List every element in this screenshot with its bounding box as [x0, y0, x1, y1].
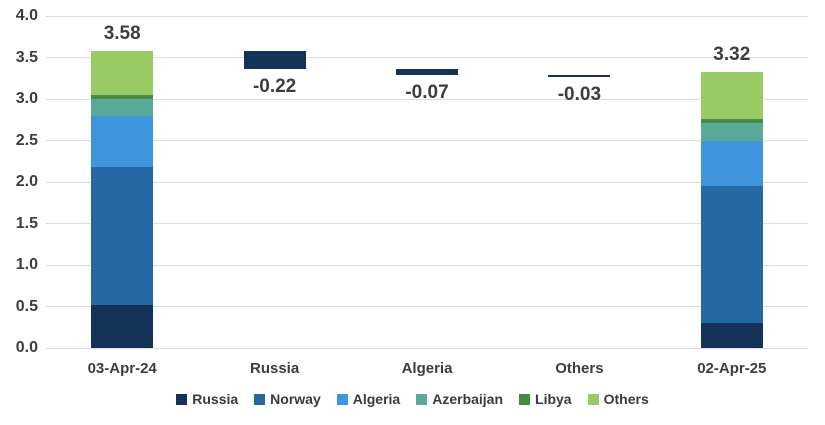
bar-segment-azerbaijan [91, 99, 154, 117]
y-axis-tick-label: 3.0 [15, 90, 38, 107]
legend-swatch-icon [176, 393, 188, 405]
value-label: -0.03 [557, 84, 602, 106]
bar-segment-others [700, 72, 763, 119]
gridline [46, 15, 808, 17]
waterfall-bar-algeria [396, 69, 458, 75]
value-label: -0.22 [252, 76, 297, 98]
x-axis-tick-label: 03-Apr-24 [87, 360, 157, 377]
plot-area: 3.58 -0.22 -0.07 -0.03 3.32 [46, 15, 808, 349]
value-label: 3.32 [713, 44, 751, 66]
gridline [46, 57, 808, 58]
gridline [46, 98, 808, 100]
gridline [46, 181, 808, 183]
bar-segment-libya [700, 118, 763, 124]
legend-label: Russia [192, 391, 239, 407]
legend-swatch-icon [336, 393, 348, 405]
legend-item-libya: Libya [519, 390, 572, 408]
legend-label: Others [603, 391, 649, 407]
y-axis-tick-label: 0.0 [15, 339, 38, 356]
bar-segment-russia [91, 304, 154, 348]
legend: Russia Norway Algeria Azerbaijan Libya Others [0, 388, 825, 410]
y-axis-tick-label: 0.5 [15, 297, 38, 315]
x-axis-tick-label: Algeria [401, 360, 453, 377]
y-axis-tick-label: 1.0 [15, 256, 38, 273]
bar-segment-russia [700, 323, 763, 348]
legend-item-algeria: Algeria [336, 390, 401, 408]
bar-segment-norway [91, 167, 154, 305]
legend-swatch-icon [519, 393, 531, 405]
waterfall-bar-others [548, 74, 611, 78]
bar-segment-others [91, 50, 154, 95]
y-axis-tick-label: 2.5 [15, 131, 38, 149]
bar-segment-libya [91, 94, 154, 99]
x-axis-tick-label: Others [555, 360, 604, 377]
legend-label: Azerbaijan [432, 391, 504, 407]
y-axis-tick-label: 1.5 [15, 214, 38, 232]
legend-swatch-icon [587, 393, 599, 405]
legend-label: Libya [535, 391, 572, 407]
y-axis-tick-label: 4.0 [15, 7, 38, 24]
x-axis: 03-Apr-24 Russia Algeria Others 02-Apr-25 [46, 358, 808, 380]
legend-item-azerbaijan: Azerbaijan [416, 390, 503, 408]
x-axis-tick-label: 02-Apr-25 [697, 360, 767, 377]
y-axis: 0.0 0.5 1.0 1.5 2.0 2.5 3.0 3.5 4.0 [0, 0, 38, 425]
y-axis-tick-label: 3.5 [15, 48, 38, 66]
gridline [46, 306, 808, 307]
waterfall-bar-russia [243, 50, 306, 70]
y-axis-tick-label: 2.0 [15, 173, 38, 190]
legend-item-norway: Norway [254, 390, 321, 408]
legend-swatch-icon [254, 393, 266, 405]
bar-segment-algeria [700, 141, 763, 187]
value-label: 3.58 [103, 22, 141, 44]
gridline [46, 223, 808, 224]
legend-label: Algeria [352, 391, 401, 407]
x-axis-tick-label: Russia [249, 360, 300, 377]
bar-segment-norway [700, 186, 763, 324]
legend-item-others: Others [587, 390, 649, 408]
gridline [46, 347, 808, 349]
bar-segment-azerbaijan [700, 123, 763, 142]
gridline [46, 264, 808, 266]
legend-swatch-icon [416, 393, 428, 405]
legend-item-russia: Russia [176, 390, 238, 408]
gridline [46, 140, 808, 141]
bar-segment-algeria [91, 116, 154, 168]
legend-label: Norway [270, 391, 321, 407]
value-label: -0.07 [405, 81, 449, 103]
